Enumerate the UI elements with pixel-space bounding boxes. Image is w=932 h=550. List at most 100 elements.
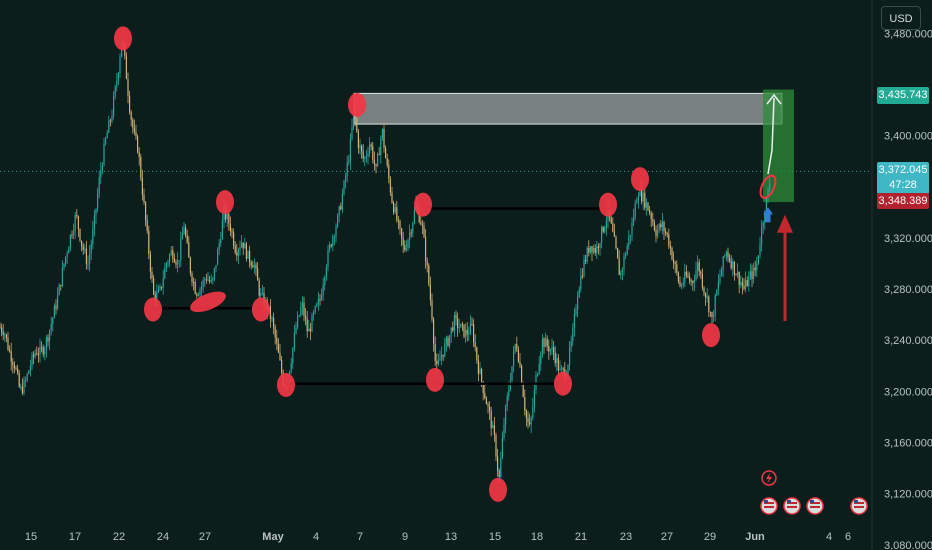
candle-body	[15, 368, 17, 370]
candle-body	[522, 384, 524, 398]
candle-body	[412, 222, 414, 233]
candle-body	[650, 213, 652, 220]
candle-body	[458, 327, 460, 329]
candle-body	[84, 248, 86, 250]
candle-body	[125, 55, 127, 80]
candle-body	[108, 120, 110, 133]
candle-body	[1, 327, 3, 332]
candle-body	[409, 232, 411, 240]
y-tick-label: 3,200.000	[884, 386, 932, 398]
candle-body	[316, 303, 318, 307]
candle-body	[698, 262, 700, 272]
candle-body	[753, 267, 755, 279]
candle-body	[367, 153, 369, 157]
event-icons[interactable]	[760, 470, 868, 515]
candle-body	[191, 273, 193, 282]
candle-body	[613, 231, 615, 237]
candle-body	[484, 393, 486, 399]
currency-button[interactable]: USD	[881, 6, 921, 30]
candle-body	[463, 324, 465, 337]
candle-body	[479, 369, 481, 374]
candle-body	[341, 194, 343, 210]
candle-body	[567, 365, 569, 377]
candle-body	[473, 324, 475, 343]
candle-body	[314, 306, 316, 313]
candle-body	[301, 302, 303, 308]
candle-body	[4, 334, 6, 336]
candle-body	[449, 334, 451, 346]
candle-body	[250, 262, 252, 266]
candle-body	[305, 316, 307, 319]
flag-canton	[854, 500, 858, 503]
candle-body	[196, 293, 198, 296]
candle-body	[513, 351, 515, 367]
x-tick-label: 21	[575, 531, 587, 543]
candle-body	[490, 411, 492, 429]
candle-body	[385, 147, 387, 159]
candle-body	[21, 386, 23, 394]
candle-body	[636, 201, 638, 204]
candle-body	[271, 317, 273, 319]
candle-body	[767, 189, 769, 198]
candle-body	[298, 315, 300, 317]
candle-body	[685, 272, 687, 276]
candle-body	[58, 284, 60, 296]
candle-body	[349, 139, 351, 162]
candle-body	[10, 351, 12, 362]
candle-body	[85, 248, 87, 264]
candle-body	[167, 261, 169, 264]
candle-body	[45, 337, 47, 350]
candle-body	[31, 354, 33, 366]
candle-body	[729, 257, 731, 261]
candle-body	[717, 281, 719, 290]
lightning-event-icon[interactable]	[761, 470, 777, 486]
candle-body	[546, 338, 548, 347]
candle-body	[586, 247, 588, 262]
candle-body	[92, 229, 94, 245]
circle-marker	[414, 192, 432, 217]
candle-body	[444, 343, 446, 356]
price-axis[interactable]: 3,480.000 3,400.000 3,320.000 3,280.000 3,24…	[884, 28, 932, 550]
candle-body	[615, 236, 617, 249]
candle-body	[721, 270, 723, 277]
candle-body	[554, 352, 556, 364]
circle-marker	[114, 26, 132, 51]
ellipse-marker	[190, 291, 226, 313]
candle-body	[612, 223, 614, 232]
x-tick-label: 27	[199, 531, 211, 543]
candle-body	[634, 203, 636, 218]
time-axis[interactable]: 15 17 22 24 27 May 4 7 9 13 15 18 21 23 27 29 Jun 4 6	[25, 531, 851, 543]
candle-body	[468, 333, 470, 335]
candle-body	[538, 363, 540, 374]
candle-body	[431, 300, 433, 320]
candle-body	[706, 296, 708, 298]
candle-body	[74, 214, 76, 231]
candle-body	[442, 354, 444, 356]
candle-body	[9, 349, 11, 352]
candle-body	[52, 318, 54, 325]
candle-body	[337, 215, 339, 227]
flag-stripe	[854, 502, 864, 504]
candle-body	[333, 236, 335, 238]
candle-body	[202, 280, 204, 287]
candle-body	[548, 346, 550, 352]
x-tick-label: 29	[704, 531, 716, 543]
candle-body	[177, 260, 179, 265]
candle-body	[365, 156, 367, 158]
candle-body	[388, 165, 390, 179]
candle-body	[543, 338, 545, 348]
circle-marker	[489, 477, 507, 502]
x-tick-label: 15	[25, 531, 37, 543]
candle-body	[476, 347, 478, 360]
candle-body	[359, 145, 361, 148]
resistance-box	[353, 92, 783, 125]
candle-body	[669, 245, 671, 248]
candle-body	[306, 318, 308, 332]
candle-body	[711, 312, 713, 318]
candle-body	[572, 327, 574, 342]
candle-body	[210, 280, 212, 282]
candle-body	[394, 207, 396, 213]
blue-arrow	[763, 207, 773, 223]
candle-body	[605, 220, 607, 228]
